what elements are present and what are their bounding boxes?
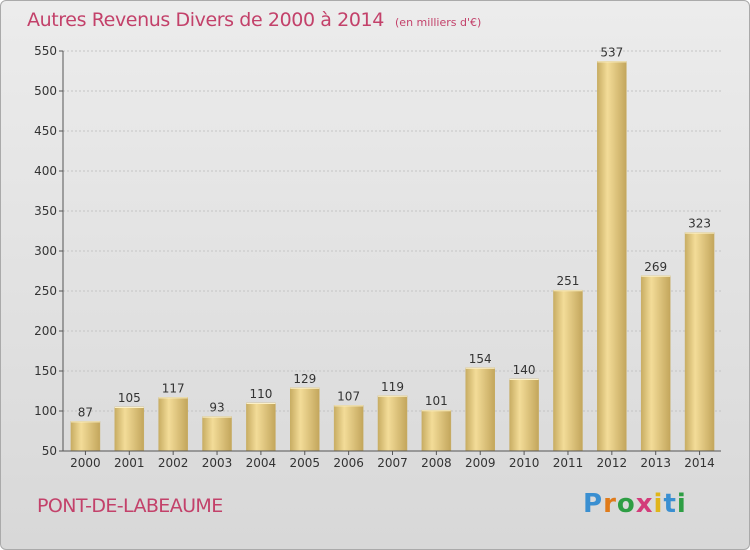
y-tick-label: 250 xyxy=(34,284,57,298)
x-tick-label: 2002 xyxy=(158,456,189,470)
chart-title: Autres Revenus Divers de 2000 à 2014 xyxy=(27,9,384,31)
y-tick-label: 350 xyxy=(34,204,57,218)
bar-value-label: 101 xyxy=(425,394,448,408)
logo-letter: r xyxy=(603,489,617,519)
x-tick-label: 2007 xyxy=(377,456,408,470)
bar xyxy=(377,395,408,452)
bar xyxy=(158,397,188,452)
bar-value-label: 129 xyxy=(293,372,316,386)
bar-value-label: 154 xyxy=(469,352,492,366)
x-tick-label: 2000 xyxy=(70,456,101,470)
bar-value-label: 140 xyxy=(513,363,536,377)
bar xyxy=(465,367,495,452)
logo-letter: i xyxy=(676,489,687,519)
x-tick-label: 2010 xyxy=(509,456,540,470)
bar xyxy=(597,61,627,452)
logo-letter: t xyxy=(663,489,677,519)
chart-header: Autres Revenus Divers de 2000 à 2014 (en… xyxy=(27,9,481,31)
bar-value-label: 323 xyxy=(688,217,711,231)
x-tick-label: 2012 xyxy=(597,456,628,470)
bar-value-label: 87 xyxy=(78,405,93,419)
x-tick-label: 2005 xyxy=(289,456,320,470)
bar xyxy=(290,387,320,452)
logo-letter: P xyxy=(583,489,604,519)
bar-value-label: 119 xyxy=(381,380,404,394)
y-tick-label: 300 xyxy=(34,244,57,258)
bar-value-label: 105 xyxy=(118,391,141,405)
bar-value-label: 269 xyxy=(644,260,667,274)
bar-value-label: 93 xyxy=(209,401,224,415)
y-tick-label: 150 xyxy=(34,364,57,378)
bar xyxy=(202,416,232,452)
y-tick-label: 550 xyxy=(34,44,57,58)
bar-value-label: 117 xyxy=(162,381,185,395)
x-tick-label: 2009 xyxy=(465,456,496,470)
x-tick-label: 2006 xyxy=(333,456,364,470)
x-tick-label: 2004 xyxy=(246,456,277,470)
bar-value-label: 537 xyxy=(600,45,623,59)
x-tick-label: 2003 xyxy=(202,456,233,470)
bar-value-label: 107 xyxy=(337,389,360,403)
y-tick-label: 450 xyxy=(34,124,57,138)
bar xyxy=(684,232,715,452)
bar xyxy=(333,405,364,452)
y-tick-label: 500 xyxy=(34,84,57,98)
x-tick-label: 2011 xyxy=(553,456,584,470)
bar-value-label: 251 xyxy=(557,274,580,288)
proxiti-logo: Proxiti xyxy=(583,489,687,519)
city-name: PONT-DE-LABEAUME xyxy=(37,495,223,517)
y-tick-label: 400 xyxy=(34,164,57,178)
logo-letter: x xyxy=(635,489,654,519)
bar xyxy=(509,378,539,452)
x-tick-label: 2001 xyxy=(114,456,145,470)
bar xyxy=(421,409,452,452)
bar xyxy=(640,275,671,452)
x-tick-label: 2013 xyxy=(640,456,671,470)
bar xyxy=(114,406,145,452)
y-tick-label: 200 xyxy=(34,324,57,338)
x-tick-label: 2014 xyxy=(684,456,715,470)
logo-letter: i xyxy=(653,489,664,519)
labels: 50 100 150 200 250 300 350 400 450 500 550 87 2000 10… xyxy=(34,44,715,470)
bar xyxy=(553,289,583,452)
x-tick-label: 2008 xyxy=(421,456,452,470)
axes xyxy=(59,50,721,455)
logo-letter: o xyxy=(616,489,636,519)
y-tick-label: 50 xyxy=(42,444,57,458)
y-tick-label: 100 xyxy=(34,404,57,418)
chart-subtitle: (en milliers d'€) xyxy=(395,16,482,29)
bar-value-label: 110 xyxy=(249,387,272,401)
bar xyxy=(246,402,276,452)
bars xyxy=(70,61,715,452)
bar xyxy=(70,421,101,452)
